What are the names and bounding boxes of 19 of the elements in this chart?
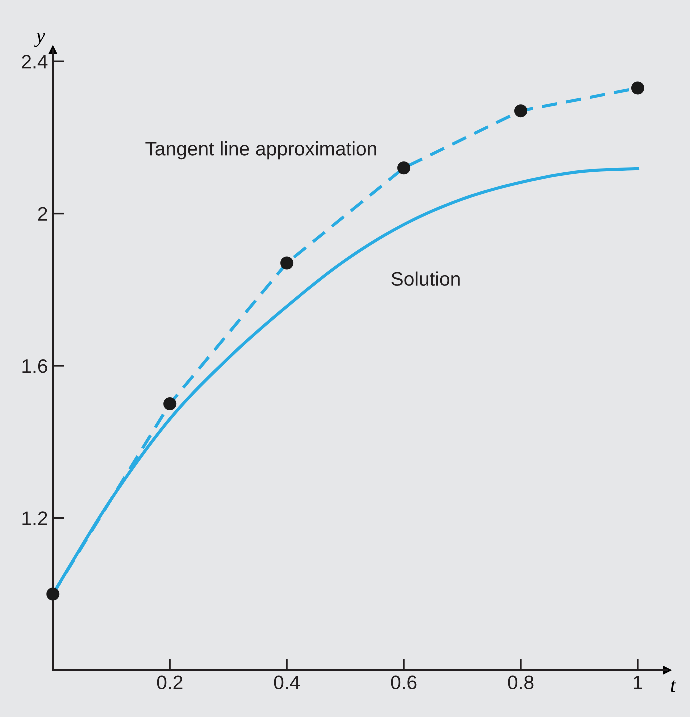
y-axis-title: y <box>34 33 46 48</box>
point <box>514 104 528 118</box>
point <box>164 398 177 411</box>
y-tick-label: 2 <box>38 207 48 221</box>
y-tick-label: 1.6 <box>22 359 48 374</box>
y-tick-label: 1.2 <box>22 512 48 526</box>
x-axis-title: t <box>671 680 677 692</box>
point <box>631 82 644 95</box>
point <box>46 588 60 601</box>
y-tick-label: 2.4 <box>22 55 48 69</box>
series-label: Tangent line approximation <box>146 142 376 160</box>
x-tick-label: 0.6 <box>391 676 417 690</box>
x-tick-label: 0.2 <box>157 676 183 690</box>
series-label: Solution <box>392 272 460 286</box>
x-tick-label: 0.4 <box>274 676 300 690</box>
point <box>280 256 294 270</box>
x-tick-label: 1 <box>634 676 642 690</box>
point <box>398 162 411 175</box>
x-tick-label: 0.8 <box>508 676 534 690</box>
